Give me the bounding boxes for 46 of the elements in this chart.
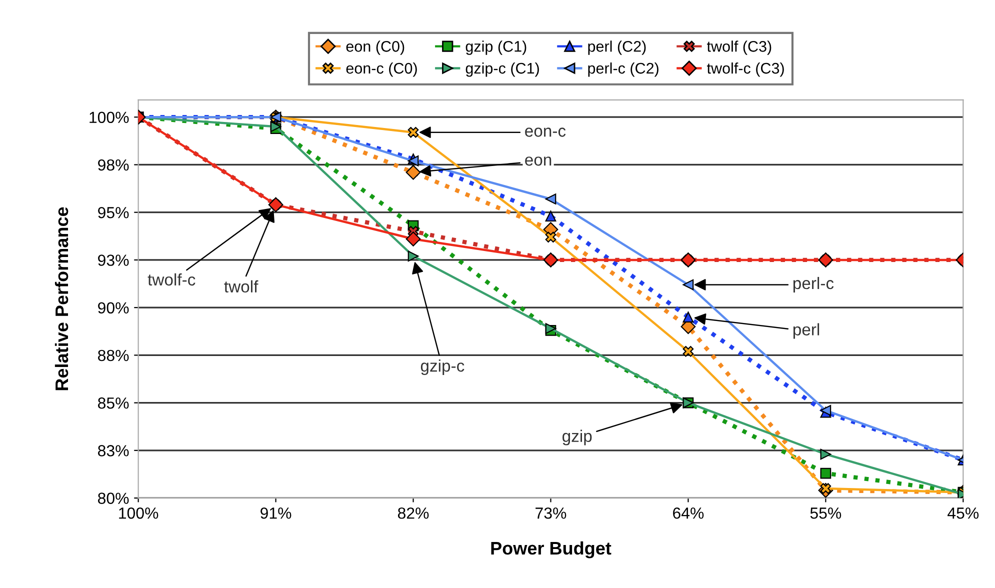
x-tick-label: 91% xyxy=(260,507,292,519)
x-axis-title: Power Budget xyxy=(491,541,612,558)
y-tick-label: 90% xyxy=(98,302,129,314)
y-axis-title: Relative Performance xyxy=(54,207,68,390)
point xyxy=(545,210,556,222)
annotation: eon-c xyxy=(525,128,566,137)
annotation: twolf-c xyxy=(148,273,196,286)
annotation: perl-c xyxy=(793,276,834,292)
legend-label: twolf-c (C3) xyxy=(706,62,784,77)
y-tick-label: 80% xyxy=(98,492,129,504)
point xyxy=(820,468,832,479)
legend-label: eon-c (C0) xyxy=(346,62,417,77)
annotation: eon xyxy=(525,156,552,166)
annotation: twolf xyxy=(224,280,258,293)
point xyxy=(408,250,419,262)
x-tick-label: 64% xyxy=(673,507,704,519)
point xyxy=(406,232,421,246)
legend-label: eon (C0) xyxy=(346,40,404,55)
y-tick-label: 93% xyxy=(98,254,129,266)
legend-label: gzip (C1) xyxy=(466,40,526,55)
y-tick-label: 85% xyxy=(98,397,129,409)
y-tick-label: 95% xyxy=(98,206,129,218)
point xyxy=(682,346,694,357)
x-tick-label: 55% xyxy=(810,508,842,519)
legend-label: twolf (C3) xyxy=(706,40,772,55)
y-tick-label: 83% xyxy=(98,445,129,456)
y-tick-label: 88% xyxy=(98,350,129,362)
point xyxy=(545,194,556,204)
x-tick-label: 82% xyxy=(398,507,429,519)
legend-label: gzip-c (C1) xyxy=(466,62,539,77)
point xyxy=(820,448,832,460)
annotation: gzip xyxy=(562,430,592,446)
y-tick-label: 100% xyxy=(90,112,129,124)
point xyxy=(682,312,694,323)
x-tick-label: 45% xyxy=(948,508,979,519)
x-tick-label: 73% xyxy=(536,507,566,519)
annotation: gzip-c xyxy=(420,359,464,376)
point xyxy=(408,126,419,138)
annotation: perl xyxy=(793,323,820,339)
point xyxy=(682,279,694,290)
legend-label: perl-c (C2) xyxy=(588,62,658,77)
y-tick-label: 98% xyxy=(98,159,129,171)
point xyxy=(545,232,556,243)
legend-label: perl (C2) xyxy=(588,40,646,55)
point xyxy=(406,164,421,180)
x-tick-label: 100% xyxy=(119,507,158,519)
